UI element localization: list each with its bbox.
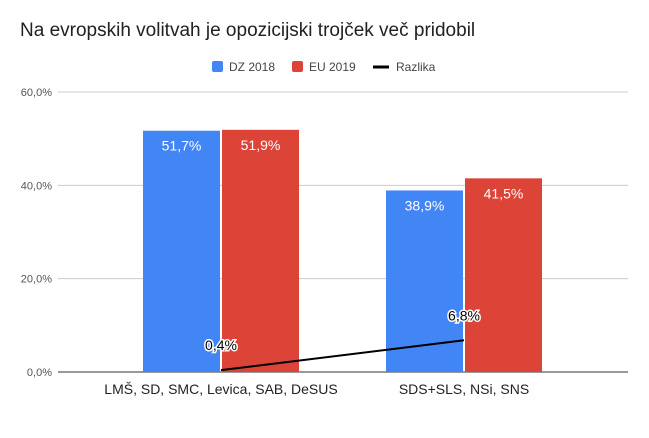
- y-tick-label: 0,0%: [27, 367, 52, 379]
- line-series: [220, 339, 465, 372]
- bar: [222, 129, 299, 372]
- x-category-label: LMŠ, SD, SMC, Levica, SAB, DeSUS: [104, 381, 337, 397]
- legend-label: Razlika: [396, 60, 436, 74]
- legend-label: EU 2019: [309, 60, 356, 74]
- x-category-label: SDS+SLS, NSi, SNS: [399, 381, 529, 397]
- line-data-label: 6,8%: [448, 307, 480, 323]
- bar-data-label: 51,9%: [241, 137, 281, 153]
- legend-swatch: [292, 61, 303, 72]
- chart-title: Na evropskih volitvah je opozicijski tro…: [20, 20, 476, 41]
- bar: [143, 130, 220, 372]
- line-data-label: 0,4%: [205, 337, 237, 353]
- legend-swatch: [212, 61, 223, 72]
- y-tick-label: 20,0%: [21, 274, 52, 286]
- legend-label: DZ 2018: [229, 60, 275, 74]
- bar-data-label: 38,9%: [405, 197, 445, 213]
- y-tick-label: 60,0%: [21, 87, 52, 99]
- y-tick-label: 40,0%: [21, 180, 52, 192]
- bar: [465, 178, 542, 372]
- bar-data-label: 51,7%: [162, 138, 202, 154]
- bar-data-label: 41,5%: [484, 185, 524, 201]
